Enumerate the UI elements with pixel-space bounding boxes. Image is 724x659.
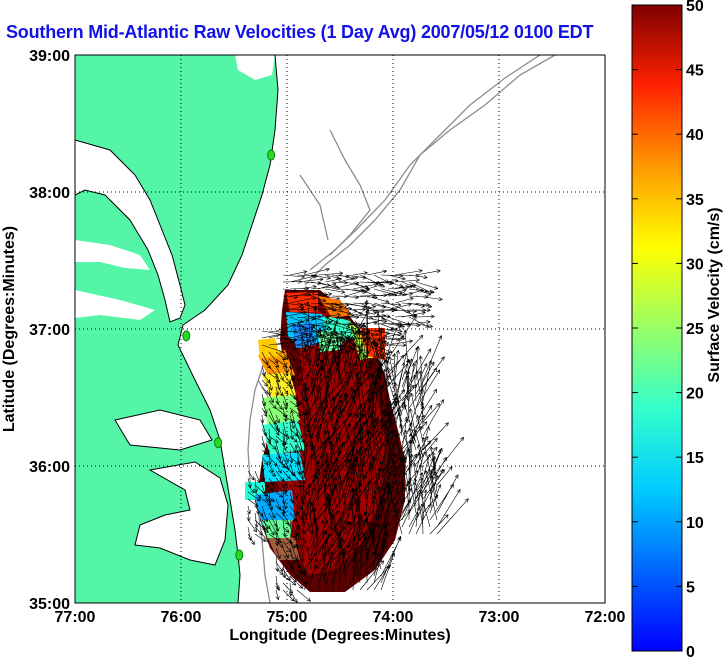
station-marker bbox=[267, 149, 276, 161]
x-tick-label: 77:00 bbox=[55, 609, 96, 626]
x-tick-labels: 77:00 76:00 75:00 74:00 73:00 72:00 bbox=[55, 609, 626, 626]
colorbar-tick-label: 35 bbox=[686, 192, 704, 209]
y-axis-label: Latitude (Degrees:Minutes) bbox=[1, 226, 18, 432]
x-tick-label: 73:00 bbox=[479, 609, 520, 626]
colorbar-tick-label: 15 bbox=[686, 450, 704, 467]
x-tick-label: 74:00 bbox=[373, 609, 414, 626]
y-tick-labels: 39:00 38:00 37:00 36:00 35:00 bbox=[29, 48, 70, 613]
y-tick-label: 35:00 bbox=[29, 596, 70, 613]
colorbar-tick-label: 0 bbox=[686, 644, 695, 659]
y-tick-label: 38:00 bbox=[29, 185, 70, 202]
chart-title: Southern Mid-Atlantic Raw Velocities (1 … bbox=[6, 22, 594, 42]
y-tick-label: 39:00 bbox=[29, 48, 70, 65]
x-axis-label: Longitude (Degrees:Minutes) bbox=[229, 627, 450, 644]
colorbar-tick-label: 30 bbox=[686, 256, 704, 273]
colorbar-tick-label: 50 bbox=[686, 0, 704, 15]
bathymetry-contours bbox=[247, 55, 556, 603]
plot-frame bbox=[74, 54, 606, 604]
station-marker bbox=[235, 549, 244, 561]
station-marker bbox=[182, 330, 191, 342]
colorbar-tick-label: 25 bbox=[686, 321, 704, 338]
colorbar-tick-label: 5 bbox=[686, 579, 695, 596]
colorbar-tick-label: 20 bbox=[686, 386, 704, 403]
colorbar-ticks: 0 5 10 15 20 25 30 35 40 45 50 bbox=[632, 0, 704, 659]
y-tick-label: 37:00 bbox=[29, 322, 70, 339]
x-tick-label: 76:00 bbox=[161, 609, 202, 626]
x-tick-label: 75:00 bbox=[267, 609, 308, 626]
colorbar-label: Surface Velocity (cm/s) bbox=[706, 207, 723, 382]
velocity-field bbox=[245, 290, 405, 592]
y-tick-label: 36:00 bbox=[29, 459, 70, 476]
x-tick-label: 72:00 bbox=[585, 609, 626, 626]
colorbar-tick-label: 45 bbox=[686, 63, 704, 80]
station-marker bbox=[214, 437, 223, 449]
colorbar bbox=[631, 4, 683, 652]
vector-arrows bbox=[246, 267, 469, 603]
current-vectors bbox=[246, 267, 469, 603]
colorbar-tick-label: 10 bbox=[686, 515, 704, 532]
grid-lines bbox=[75, 55, 605, 603]
radar-stations bbox=[182, 149, 276, 561]
colorbar-tick-label: 40 bbox=[686, 127, 704, 144]
